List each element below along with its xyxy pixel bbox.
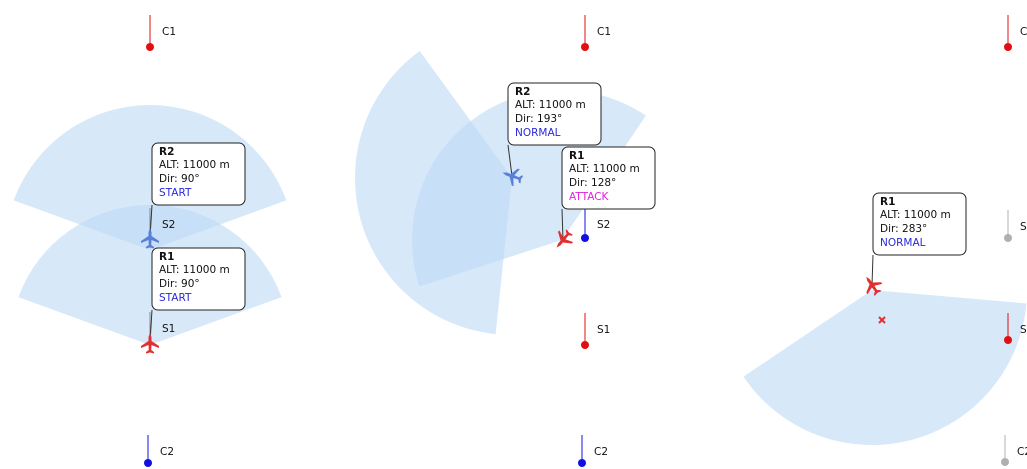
aircraft-dir: Dir: 90° xyxy=(159,173,200,185)
aircraft-dir: Dir: 90° xyxy=(159,278,200,290)
marker-dot xyxy=(581,341,589,349)
box-connector xyxy=(561,208,564,241)
aircraft-alt: ALT: 11000 m xyxy=(159,159,230,171)
aircraft-state: NORMAL xyxy=(515,127,561,139)
aircraft-id: R2 xyxy=(515,86,530,98)
marker-dot xyxy=(144,459,152,467)
marker-dot xyxy=(1004,336,1012,344)
marker-label: S2 xyxy=(597,219,610,231)
marker-label: S1 xyxy=(597,324,610,336)
radar-sector xyxy=(13,105,287,250)
marker-label: C1 xyxy=(162,26,176,38)
marker-dot xyxy=(578,459,586,467)
aircraft-id: R1 xyxy=(159,251,174,263)
aircraft-alt: ALT: 11000 m xyxy=(515,99,586,111)
info-box xyxy=(872,192,967,256)
marker-dot xyxy=(1004,234,1012,242)
target-cross xyxy=(878,316,886,324)
aircraft-alt: ALT: 11000 m xyxy=(880,209,951,221)
aircraft-icon xyxy=(141,333,159,354)
marker-label: S1 xyxy=(162,323,175,335)
cross-stroke xyxy=(878,316,886,324)
info-box xyxy=(507,82,602,146)
aircraft-id: R1 xyxy=(880,196,895,208)
info-box xyxy=(151,142,246,206)
marker-label: C2 xyxy=(594,446,608,458)
aircraft-icon xyxy=(141,228,159,249)
marker-label: C1 xyxy=(597,26,611,38)
aircraft-id: R2 xyxy=(159,146,174,158)
aircraft-state: NORMAL xyxy=(880,237,926,249)
aircraft-icon xyxy=(556,229,574,248)
aircraft-id: R1 xyxy=(569,150,584,162)
marker-dot xyxy=(581,234,589,242)
box-connector xyxy=(507,144,513,177)
aircraft-alt: ALT: 11000 m xyxy=(159,264,230,276)
marker-dot xyxy=(1004,43,1012,51)
info-box xyxy=(561,146,656,210)
aircraft-alt: ALT: 11000 m xyxy=(569,163,640,175)
aircraft-icon xyxy=(502,168,524,187)
aircraft-state: START xyxy=(159,187,192,199)
marker-label: S1 xyxy=(1020,324,1027,336)
marker-label: C2 xyxy=(1017,446,1027,458)
aircraft-dir: Dir: 283° xyxy=(880,223,927,235)
marker-label: S2 xyxy=(1020,221,1027,233)
aircraft-dir: Dir: 193° xyxy=(515,113,562,125)
info-box xyxy=(151,247,246,311)
marker-label: S2 xyxy=(162,219,175,231)
aircraft-state: START xyxy=(159,292,192,304)
aircraft-icon xyxy=(866,276,883,296)
marker-label: C1 xyxy=(1020,26,1027,38)
marker-dot xyxy=(146,43,154,51)
box-connector xyxy=(871,254,874,286)
radar-sector xyxy=(743,290,1027,445)
marker-dot xyxy=(1001,458,1009,466)
aircraft-dir: Dir: 128° xyxy=(569,177,616,189)
aircraft-state: ATTACK xyxy=(569,191,610,203)
marker-dot xyxy=(581,43,589,51)
marker-label: C2 xyxy=(160,446,174,458)
